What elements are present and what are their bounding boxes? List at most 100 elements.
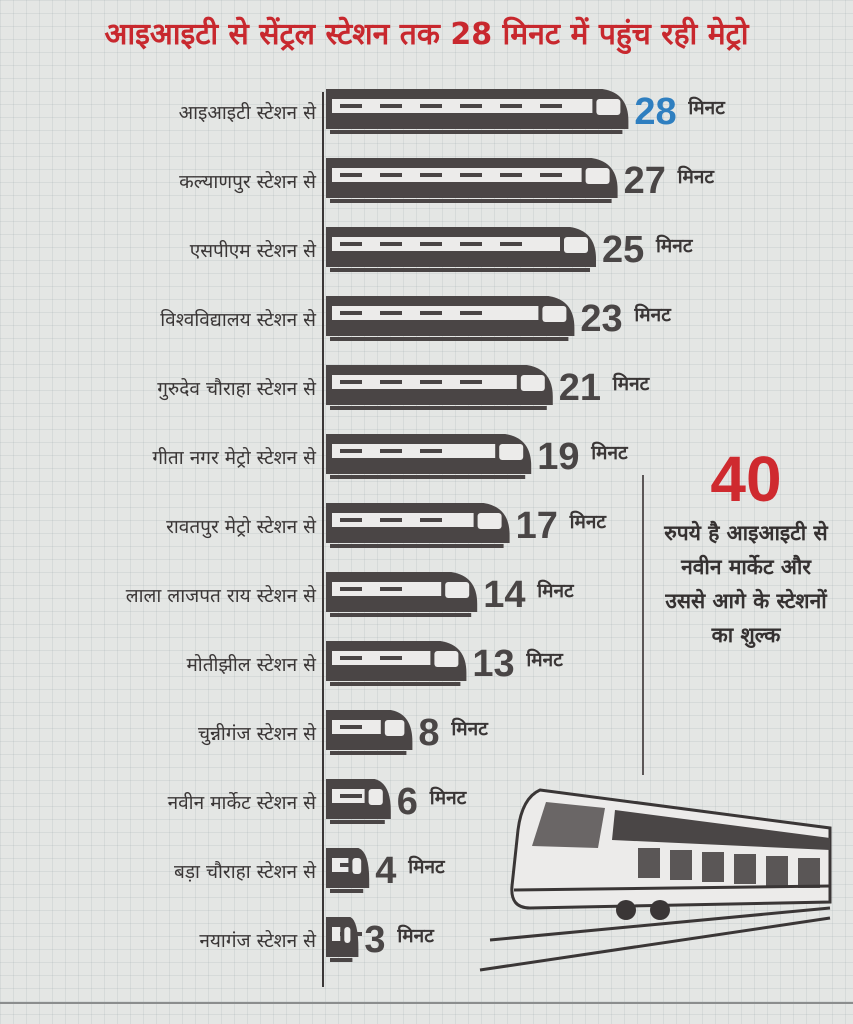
unit-label: मिनट	[677, 165, 716, 188]
bar-window-dash	[420, 242, 442, 246]
bar-window-dash	[340, 173, 362, 177]
value-label: 4	[375, 850, 396, 892]
category-label: कल्याणपुर स्टेशन से	[179, 170, 317, 194]
bar-window-dash	[340, 242, 362, 246]
bar-window-dash	[540, 173, 562, 177]
bar-window-dash	[380, 449, 402, 453]
value-label: 27	[624, 160, 666, 202]
bar-window-dash	[540, 104, 562, 108]
bar-window-dash	[340, 104, 362, 108]
bar-window-dash	[340, 725, 362, 729]
bar-base	[330, 751, 407, 755]
bar-row: आइआइटी स्टेशन से 28 मिनट	[179, 89, 726, 134]
bar-window-dash	[420, 173, 442, 177]
bar-row: कल्याणपुर स्टेशन से 27 मिनट	[179, 158, 715, 203]
bar-row: मोतीझील स्टेशन से 13 मिनट	[186, 641, 564, 686]
bar-cab-window	[368, 789, 383, 805]
bar-row: विश्वविद्यालय स्टेशन से 23 मिनट	[160, 296, 672, 341]
bar-cab-window	[384, 720, 405, 736]
unit-label: मिनट	[569, 510, 608, 533]
bottom-rule	[0, 1002, 853, 1004]
bar-window-dash	[380, 380, 402, 384]
bar-window-dash	[460, 173, 482, 177]
bar-base	[330, 268, 590, 272]
value-label: 17	[516, 505, 558, 547]
bar-window-dash	[500, 104, 522, 108]
bar-window-dash	[340, 863, 362, 867]
bar-window-dash	[420, 518, 442, 522]
bar-cab-window	[477, 513, 502, 529]
category-label: बड़ा चौराहा स्टेशन से	[174, 860, 317, 883]
bar-window-dash	[460, 380, 482, 384]
bar-row: गीता नगर मेट्रो स्टेशन से 19 मिनट	[152, 434, 629, 479]
unit-label: मिनट	[407, 855, 446, 878]
category-label: मोतीझील स्टेशन से	[186, 653, 317, 676]
bar-window-strip	[332, 513, 474, 527]
value-label: 6	[397, 781, 418, 823]
bar-base	[330, 958, 353, 962]
bar-window-dash	[340, 380, 362, 384]
bars-layer: आइआइटी स्टेशन से 28 मिनट कल्याणपुर स्टेशन स…	[126, 89, 726, 962]
bar-window-dash	[340, 932, 362, 936]
bar-cab-window	[352, 858, 362, 874]
bar-window-dash	[380, 518, 402, 522]
value-label: 19	[537, 436, 579, 478]
bar-window-dash	[340, 449, 362, 453]
chart-title: आइआइटी से सेंट्रल स्टेशन तक 28 मिनट में …	[104, 17, 749, 52]
category-label: लाला लाजपत राय स्टेशन से	[126, 584, 317, 607]
bar-window-strip	[332, 168, 582, 182]
bar-window-dash	[380, 242, 402, 246]
bar-window-dash	[460, 242, 482, 246]
bar	[326, 917, 359, 957]
bar-base	[330, 199, 612, 203]
bar-window-dash	[340, 518, 362, 522]
bar-row: गुरुदेव चौराहा स्टेशन से 21 मिनट	[157, 365, 651, 410]
bar-row: रावतपुर मेट्रो स्टेशन से 17 मिनट	[166, 503, 607, 548]
bar-window-dash	[380, 173, 402, 177]
bar-window-strip	[332, 444, 496, 458]
value-label: 23	[580, 298, 622, 340]
bar-row: नवीन मार्केट स्टेशन से 6 मिनट	[168, 779, 468, 824]
bar-window-dash	[340, 311, 362, 315]
bar-window-dash	[460, 104, 482, 108]
unit-label: मिनट	[612, 372, 651, 395]
bar-cab-window	[520, 375, 545, 391]
category-label: रावतपुर मेट्रो स्टेशन से	[166, 515, 317, 539]
bar-row: एसपीएम स्टेशन से 25 मिनट	[190, 227, 694, 272]
bar-window-dash	[500, 173, 522, 177]
category-label: विश्वविद्यालय स्टेशन से	[160, 308, 317, 331]
bar-row: लाला लाजपत राय स्टेशन से 14 मिनट	[126, 572, 575, 617]
bar-base	[330, 544, 504, 548]
category-label: नयागंज स्टेशन से	[199, 929, 317, 952]
bar-base	[330, 889, 364, 893]
bar-base	[330, 820, 385, 824]
bar-cab-window	[344, 927, 351, 943]
value-label: 13	[472, 643, 514, 685]
value-label: 28	[634, 91, 676, 133]
bar-window-dash	[340, 794, 362, 798]
bar-base	[330, 682, 461, 686]
value-label: 8	[418, 712, 439, 754]
bar-cab-window	[499, 444, 524, 460]
unit-label: मिनट	[429, 786, 468, 809]
metro-train-illustration	[479, 788, 832, 972]
unit-label: मिनट	[396, 924, 435, 947]
bar-window-dash	[380, 656, 402, 660]
category-label: गीता नगर मेट्रो स्टेशन से	[152, 446, 317, 469]
unit-label: मिनट	[536, 579, 575, 602]
unit-label: मिनट	[655, 234, 694, 257]
bar-window-dash	[380, 311, 402, 315]
value-label: 25	[602, 229, 644, 271]
bar-base	[330, 337, 569, 341]
y-axis-line	[322, 92, 324, 987]
category-label: चुन्नीगंज स्टेशन से	[198, 722, 317, 746]
unit-label: मिनट	[450, 717, 489, 740]
category-label: गुरुदेव चौराहा स्टेशन से	[157, 377, 317, 401]
bar-window-strip	[332, 237, 560, 251]
bar-cab-window	[596, 99, 621, 115]
bar-window-dash	[420, 104, 442, 108]
bar-window-dash	[420, 380, 442, 384]
bar-row: नयागंज स्टेशन से 3 मिनट	[199, 917, 435, 962]
value-label: 3	[364, 919, 385, 961]
fare-amount: 40	[710, 443, 782, 515]
